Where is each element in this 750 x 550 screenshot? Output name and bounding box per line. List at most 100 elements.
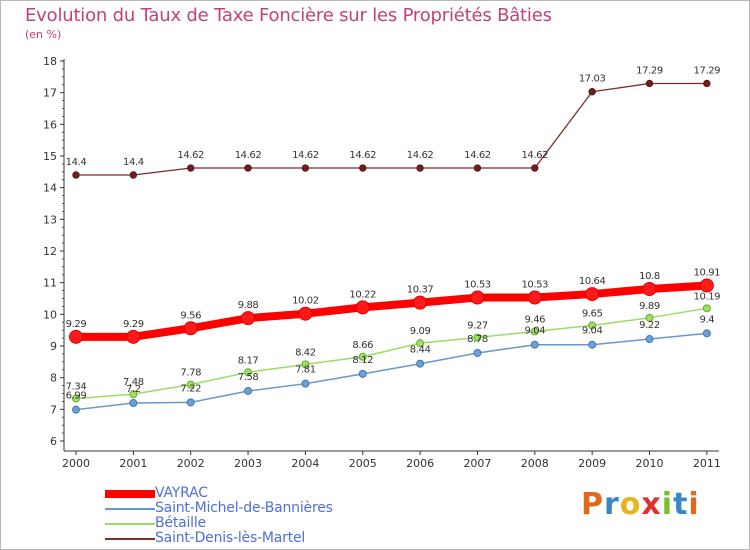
x-tick-label-2003: 2003 [234,457,262,470]
data-label-saint-michel-2010: 9.22 [639,320,660,331]
legend-label-vayrac: VAYRAC [155,485,208,501]
data-label-saint-denis-2009: 17.03 [579,74,606,85]
legend-swatch-vayrac [105,490,155,498]
data-label-betaille-2000: 7.34 [66,382,87,393]
point-vayrac-2000 [69,329,83,344]
data-label-saint-michel-2011: 9.4 [699,314,714,325]
point-betaille-2000 [72,394,80,403]
logo-letter: x [641,487,662,522]
data-label-vayrac-2011: 10.91 [694,268,721,279]
point-saint-michel-2008 [530,340,539,349]
point-betaille-2008 [530,327,539,336]
point-saint-denis-2009 [588,88,596,96]
proxiti-logo: Proxiti [581,487,700,522]
point-vayrac-2009 [585,287,600,302]
data-label-saint-michel-2002: 7.22 [180,383,201,394]
data-label-saint-michel-2009: 9.04 [582,326,603,337]
data-label-saint-michel-2003: 7.58 [238,372,259,383]
x-tick-label-2007: 2007 [463,457,491,470]
point-betaille-2004 [301,360,310,369]
data-label-betaille-2002: 7.78 [180,368,201,379]
data-label-saint-denis-2005: 14.62 [349,150,376,161]
x-tick-label-2002: 2002 [177,457,205,470]
point-saint-denis-2011 [703,79,711,88]
point-vayrac-2002 [183,321,198,336]
data-label-saint-denis-2001: 14.4 [123,157,144,168]
point-saint-denis-2004 [301,164,310,172]
data-label-saint-michel-2005: 8.12 [352,355,373,366]
point-saint-michel-2010 [645,335,654,344]
y-tick-label-15: 15 [43,150,57,163]
unit-label: (en %) [25,28,62,41]
data-label-saint-denis-2008: 14.62 [521,150,548,161]
line-chart-plot: 6 7 8 9 10 11 12 13 14 15 16 17 18 2000 2001 2002 2003 20… [43,55,721,470]
series-line-saint-denis [75,82,708,176]
point-vayrac-2001 [126,329,141,344]
data-label-betaille-2005: 8.66 [352,340,373,351]
point-saint-michel-2002 [186,398,195,407]
data-label-saint-denis-2006: 14.62 [407,150,434,161]
data-label-vayrac-2008: 10.53 [521,280,548,291]
point-vayrac-2008 [527,290,542,305]
point-vayrac-2007 [470,290,485,305]
point-saint-denis-2003 [244,164,252,172]
point-saint-denis-2001 [129,171,138,179]
data-label-saint-denis-2002: 14.62 [177,150,204,161]
point-saint-michel-2006 [416,359,425,368]
legend-label-betaille: Bétaille [155,515,206,531]
data-label-saint-michel-2000: 6.99 [66,391,87,402]
x-tick-label-2004: 2004 [291,457,319,470]
point-saint-michel-2005 [358,369,367,378]
point-betaille-2009 [588,321,597,330]
series-line-vayrac [72,281,711,341]
logo-letter: t [673,487,689,522]
data-label-vayrac-2007: 10.53 [464,280,491,291]
point-saint-denis-2002 [187,164,195,172]
point-saint-michel-2011 [702,329,711,338]
point-betaille-2003 [244,368,253,377]
point-saint-denis-2000 [72,171,80,179]
series-line-saint-michel [75,332,708,411]
x-tick-label-2006: 2006 [406,457,434,470]
point-betaille-2005 [358,352,367,361]
y-tick-label-14: 14 [43,182,57,195]
series-line-betaille [75,307,708,400]
x-tick-label-2011: 2011 [693,457,721,470]
point-saint-denis-2007 [473,164,482,172]
point-vayrac-2010 [642,282,657,296]
data-label-betaille-2007: 9.27 [467,320,488,331]
point-saint-michel-2003 [244,386,253,395]
point-saint-denis-2010 [645,79,654,88]
point-vayrac-2006 [413,295,428,310]
data-label-saint-michel-2004: 7.81 [295,365,316,376]
point-betaille-2007 [473,333,482,342]
data-label-saint-denis-2010: 17.29 [636,65,663,76]
y-tick-label-18: 18 [43,55,57,68]
point-saint-michel-2000 [72,405,80,414]
data-label-vayrac-2001: 9.29 [123,319,144,330]
data-label-vayrac-2006: 10.37 [407,285,434,296]
point-betaille-2011 [702,304,711,313]
point-vayrac-2011 [699,278,714,293]
point-betaille-2006 [416,339,425,348]
point-saint-michel-2004 [301,379,310,388]
legend-swatch-saint-denis [105,538,155,540]
data-label-vayrac-2002: 9.56 [180,310,201,321]
y-tick-label-6: 6 [50,435,57,448]
legend-swatch-betaille [105,523,155,525]
point-vayrac-2004 [298,306,313,321]
point-saint-michel-2009 [588,340,597,349]
y-tick-label-10: 10 [43,308,57,321]
logo-letter: o [619,487,642,522]
x-tick-label-2005: 2005 [349,457,377,470]
chart-title: Evolution du Taux de Taxe Foncière sur l… [25,5,552,26]
y-tick-label-11: 11 [43,277,57,290]
legend-swatch-saint-michel [105,508,155,510]
legend-label-saint-denis: Saint-Denis-lès-Martel [155,530,306,546]
x-tick-label-2000: 2000 [62,457,90,470]
data-label-betaille-2011: 10.19 [694,291,721,302]
data-label-betaille-2001: 7.48 [123,377,144,388]
data-label-betaille-2004: 8.42 [295,347,316,358]
logo-letter: i [688,487,700,522]
